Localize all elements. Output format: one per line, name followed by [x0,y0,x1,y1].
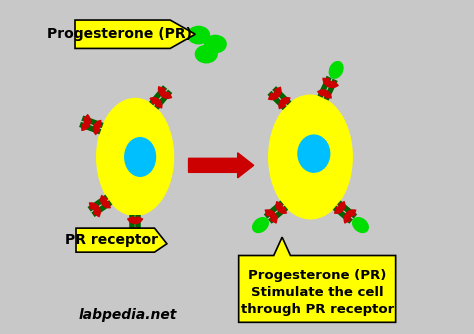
Ellipse shape [195,45,217,63]
FancyArrow shape [189,153,254,178]
Ellipse shape [204,35,226,53]
Polygon shape [76,228,167,252]
Ellipse shape [329,61,343,78]
Ellipse shape [353,218,368,232]
Ellipse shape [188,26,210,44]
Ellipse shape [269,95,352,219]
Polygon shape [239,237,396,322]
Ellipse shape [298,135,330,172]
Ellipse shape [97,99,173,215]
Text: Progesterone (PR): Progesterone (PR) [47,27,192,41]
Text: Progesterone (PR)
Stimulate the cell
through PR receptor: Progesterone (PR) Stimulate the cell thr… [240,269,394,316]
Text: PR receptor: PR receptor [65,233,158,247]
Text: labpedia.net: labpedia.net [78,308,177,322]
Ellipse shape [253,218,268,232]
Ellipse shape [125,138,155,176]
Polygon shape [75,20,195,48]
